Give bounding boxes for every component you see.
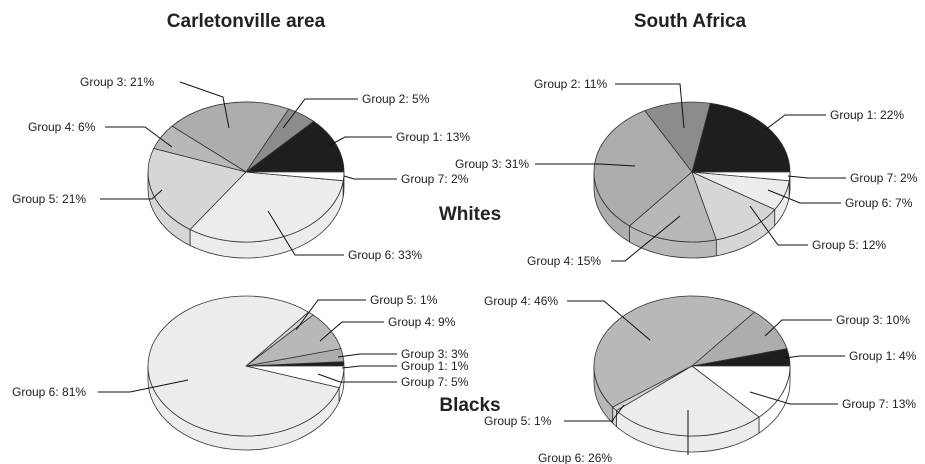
leader-line-group-2 <box>282 98 358 129</box>
slice-label-group-5: Group 5: 1% <box>370 293 438 307</box>
leader-line-group-6 <box>767 189 841 204</box>
pie-slice-group-1 <box>691 102 791 173</box>
slice-label-group-3: Group 3: 31% <box>455 157 529 171</box>
row-label-whites: Whites <box>439 204 501 225</box>
slice-label-group-7: Group 7: 2% <box>850 171 918 185</box>
leader-line-group-2 <box>615 83 685 129</box>
slice-label-group-3: Group 3: 21% <box>80 75 154 89</box>
leader-line-group-6 <box>98 379 189 393</box>
pie-slice-group-5 <box>691 171 776 241</box>
leader-line-group-1 <box>329 136 392 146</box>
slice-label-group-1: Group 1: 1% <box>401 359 469 373</box>
slice-label-group-5: Group 5: 1% <box>484 414 552 428</box>
leader-line-group-7 <box>317 373 397 383</box>
slice-label-group-6: Group 6: 33% <box>348 248 422 262</box>
row-label-blacks: Blacks <box>439 395 500 416</box>
pie-slice-group-4 <box>628 171 717 243</box>
pie-slice-group-7 <box>245 171 345 182</box>
slice-label-group-6: Group 6: 26% <box>538 451 612 464</box>
pie-slice-group-7 <box>245 365 345 389</box>
pie-slice-group-5 <box>147 148 247 231</box>
slice-label-group-2: Group 2: 5% <box>362 92 430 106</box>
slice-label-group-6: Group 6: 7% <box>845 196 913 210</box>
slice-label-group-4: Group 4: 46% <box>484 294 558 308</box>
leader-line-group-4 <box>611 215 681 262</box>
pie-slice-group-6 <box>189 171 344 243</box>
slice-label-group-4: Group 4: 15% <box>527 254 601 268</box>
slice-label-group-3: Group 3: 10% <box>836 313 910 327</box>
leader-line-group-3 <box>179 81 230 129</box>
pie-south-africa-blacks: Group 1: 4% Group 3: 10% Group 4: 46% Group… <box>484 294 917 464</box>
slice-label-group-7: Group 7: 13% <box>842 397 916 411</box>
leader-line-group-7 <box>343 175 397 180</box>
slice-label-group-1: Group 1: 4% <box>849 349 917 363</box>
slice-label-group-4: Group 4: 9% <box>388 315 456 329</box>
pie-carletonville-area-blacks: Group 1: 1%Group 3: 3% Group 4: 9% Group 5… <box>12 293 469 451</box>
leader-line-group-5 <box>100 189 163 200</box>
slice-label-group-1: Group 1: 13% <box>396 130 470 144</box>
slice-label-group-3: Group 3: 3% <box>401 347 469 361</box>
leader-line-group-5 <box>295 299 366 331</box>
slice-label-group-5: Group 5: 12% <box>812 238 886 252</box>
pie-south-africa-whites: Group 1: 22% Group 2: 11% Group 3: 31% Grou… <box>455 77 918 268</box>
pie-slice-group-3 <box>593 110 693 227</box>
leader-line-group-7 <box>787 175 846 179</box>
slice-label-group-5: Group 5: 21% <box>12 192 86 206</box>
slice-label-group-6: Group 6: 81% <box>12 385 86 399</box>
leader-line-group-4 <box>319 321 384 342</box>
slice-label-group-2: Group 2: 11% <box>534 77 607 91</box>
leader-line-group-5 <box>749 205 808 246</box>
pie-slice-group-1 <box>244 120 345 173</box>
leader-line-group-3 <box>337 353 397 358</box>
leader-line-group-3 <box>764 319 832 337</box>
slice-label-group-7: Group 7: 5% <box>401 375 469 389</box>
leader-line-group-1 <box>341 365 397 369</box>
pie-slice-group-6 <box>615 365 760 437</box>
slice-label-group-7: Group 7: 2% <box>401 172 469 186</box>
pie-charts: Group 1: 13% Group 2: 5% Group 3: 21% Group… <box>12 75 918 464</box>
leader-line-group-1 <box>764 114 826 131</box>
column-title-south-africa: South Africa <box>634 11 747 32</box>
pie-slice-group-7 <box>690 365 791 418</box>
slice-label-group-1: Group 1: 22% <box>830 108 904 122</box>
leader-line-group-3 <box>535 163 636 167</box>
pie-slice-group-2 <box>644 101 711 173</box>
pie-slice-group-3 <box>171 101 290 173</box>
leader-line-group-1 <box>784 355 845 359</box>
column-title-carletonville: Carletonville area <box>167 11 326 32</box>
leader-line-group-6 <box>267 210 344 256</box>
leader-line-group-7 <box>749 391 838 405</box>
pie-slice-group-4 <box>593 295 756 408</box>
leader-line-group-4 <box>567 300 651 341</box>
leader-line-group-5 <box>564 404 625 422</box>
pie-slice-group-6 <box>147 295 340 437</box>
leader-line-group-4 <box>105 126 173 148</box>
slice-label-group-4: Group 4: 6% <box>28 120 96 134</box>
pie-carletonville-area-whites: Group 1: 13% Group 2: 5% Group 3: 21% Group… <box>12 75 470 262</box>
